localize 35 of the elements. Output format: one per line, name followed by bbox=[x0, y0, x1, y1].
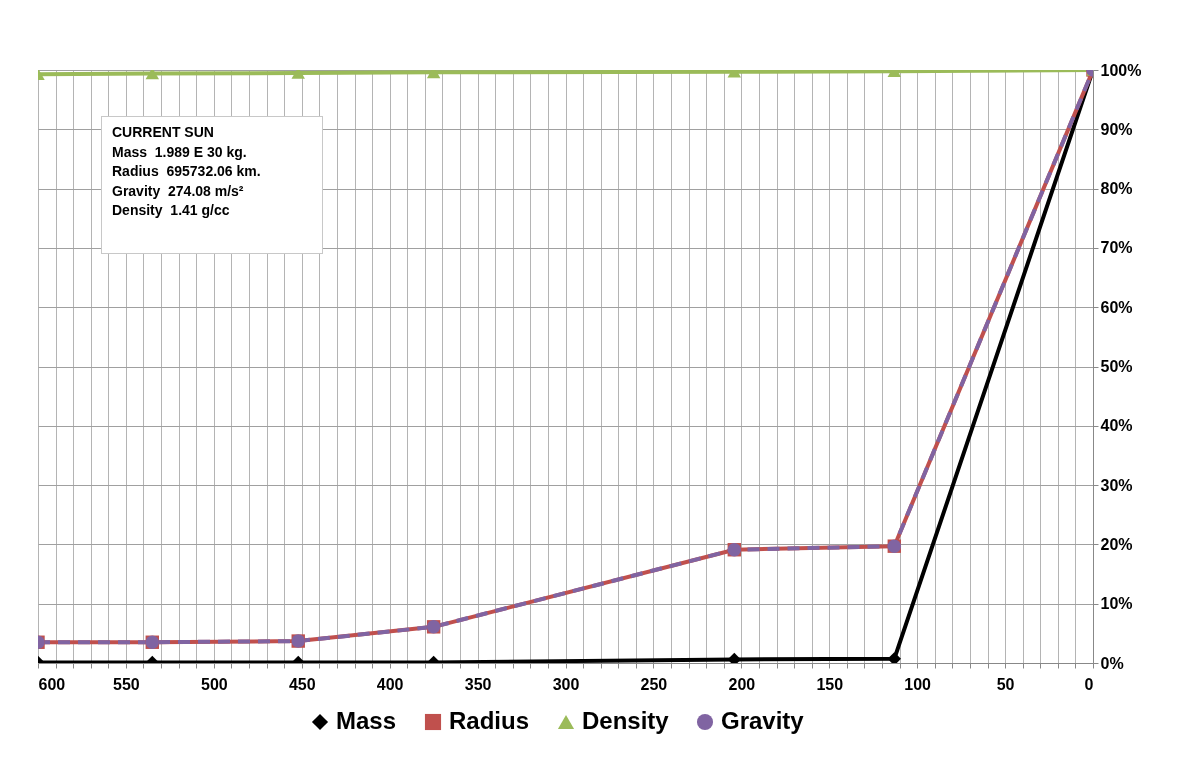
legend-label: Mass bbox=[336, 707, 397, 734]
x-tick-label: 100 bbox=[904, 675, 932, 693]
annotation: Gravity 274.08 m/s² bbox=[112, 181, 245, 201]
x-tick-label: 400 bbox=[376, 675, 404, 693]
y-tick-label: 70% bbox=[1100, 239, 1133, 257]
y-tick-label: 40% bbox=[1100, 417, 1133, 435]
y-tick-label: 80% bbox=[1100, 180, 1133, 198]
x-tick-label: 200 bbox=[728, 675, 756, 693]
annotation: CURRENT SUN bbox=[112, 123, 215, 142]
legend-label: Density bbox=[582, 707, 670, 734]
x-tick-label: 600 bbox=[38, 675, 66, 693]
y-tick-label: 90% bbox=[1100, 120, 1133, 138]
annotation: Density 1.41 g/cc bbox=[112, 201, 231, 220]
point bbox=[145, 70, 159, 80]
point bbox=[887, 652, 902, 663]
y-tick-label: 60% bbox=[1100, 298, 1133, 316]
y-tick-label: 0% bbox=[1100, 654, 1124, 672]
x-tick-label: 550 bbox=[113, 675, 140, 693]
annotation: Mass 1.989 E 30 kg. bbox=[112, 142, 248, 162]
annotation: Radius 695732.06 km. bbox=[112, 162, 262, 181]
x-tick-label: 50 bbox=[996, 675, 1015, 693]
legend-label: Radius bbox=[449, 707, 530, 734]
y-tick-label: 30% bbox=[1100, 476, 1133, 494]
y-tick-label: 10% bbox=[1100, 595, 1133, 613]
x-tick-label: 150 bbox=[816, 675, 844, 693]
x-tick-label: 350 bbox=[464, 675, 492, 693]
x-tick-label: 450 bbox=[288, 675, 316, 693]
y-tick-label: 50% bbox=[1100, 358, 1133, 375]
legend-label: Gravity bbox=[721, 707, 805, 734]
x-tick-label: 250 bbox=[640, 675, 668, 693]
y-tick-label: 100% bbox=[1100, 61, 1142, 79]
x-tick-label: 0 bbox=[1084, 675, 1094, 693]
y-tick-label: 20% bbox=[1100, 535, 1133, 553]
x-tick-label: 500 bbox=[200, 675, 228, 693]
x-tick-label: 300 bbox=[552, 675, 580, 693]
